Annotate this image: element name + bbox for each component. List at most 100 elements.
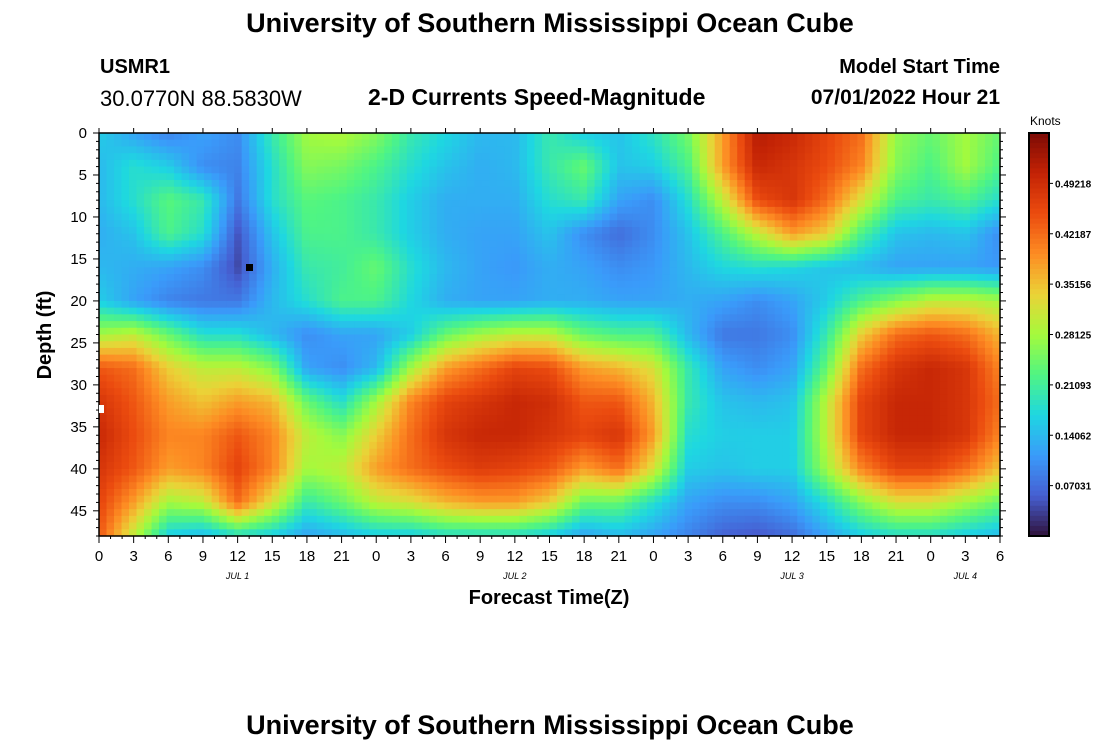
heatmap-cell: [114, 213, 123, 221]
heatmap-cell: [391, 287, 400, 295]
heatmap-cell: [204, 206, 213, 215]
heatmap-cell: [474, 153, 483, 161]
heatmap-cell: [707, 186, 716, 195]
heatmap-cell: [324, 294, 333, 302]
heatmap-cell: [369, 381, 378, 389]
heatmap-cell: [361, 374, 370, 383]
heatmap-cell: [144, 173, 153, 181]
heatmap-cell: [894, 146, 903, 154]
heatmap-cell: [602, 220, 611, 228]
heatmap-cell: [114, 186, 123, 195]
heatmap-cell: [249, 361, 258, 369]
heatmap-cell: [369, 260, 378, 268]
heatmap-cell: [849, 213, 858, 221]
heatmap-cell: [504, 280, 513, 289]
heatmap-cell: [421, 240, 430, 248]
heatmap-cell: [376, 280, 385, 289]
heatmap-cell: [256, 354, 265, 362]
heatmap-cell: [834, 314, 843, 322]
heatmap-cell: [174, 233, 183, 242]
heatmap-cell: [662, 139, 671, 148]
heatmap-cell: [767, 267, 776, 275]
heatmap-cell: [609, 227, 618, 235]
heatmap-cell: [797, 260, 806, 268]
heatmap-cell: [99, 180, 108, 188]
heatmap-cell: [376, 314, 385, 322]
heatmap-cell: [939, 200, 949, 208]
heatmap-cell: [459, 408, 468, 416]
heatmap-cell: [617, 220, 626, 228]
heatmap-cell: [174, 294, 183, 302]
heatmap-cell: [812, 280, 821, 289]
heatmap-cell: [211, 159, 220, 168]
heatmap-cell: [361, 294, 370, 302]
heatmap-cell: [909, 388, 919, 396]
heatmap-cell: [249, 206, 258, 215]
heatmap-cell: [602, 408, 611, 416]
heatmap-cell: [647, 233, 656, 242]
heatmap-cell: [872, 274, 881, 282]
heatmap-cell: [451, 166, 460, 174]
heatmap-cell: [151, 307, 160, 315]
heatmap-cell: [924, 166, 934, 174]
heatmap-cell: [744, 368, 753, 376]
heatmap-cell: [827, 220, 836, 228]
heatmap-cell: [136, 287, 145, 295]
heatmap-cell: [256, 327, 265, 336]
heatmap-cell: [962, 139, 971, 148]
heatmap-cell: [189, 354, 198, 362]
heatmap-cell: [151, 186, 160, 195]
heatmap-cell: [489, 294, 498, 302]
heatmap-cell: [632, 314, 641, 322]
heatmap-cell: [677, 327, 686, 336]
heatmap-cell: [564, 267, 573, 275]
heatmap-cell: [939, 227, 949, 235]
heatmap-cell: [564, 146, 573, 154]
heatmap-cell: [264, 173, 273, 181]
heatmap-cell: [939, 233, 949, 242]
heatmap-cell: [894, 193, 903, 201]
heatmap-cell: [849, 274, 858, 282]
heatmap-cell: [984, 146, 994, 154]
heatmap-cell: [144, 200, 153, 208]
heatmap-cell: [114, 240, 123, 248]
heatmap-cell: [849, 314, 858, 322]
heatmap-cell: [827, 146, 836, 154]
heatmap-cell: [399, 408, 408, 416]
heatmap-cell: [526, 321, 536, 329]
heatmap-cell: [969, 394, 979, 403]
heatmap-cell: [526, 180, 536, 188]
heatmap-cell: [632, 173, 641, 181]
heatmap-cell: [737, 327, 746, 336]
heatmap-cell: [331, 347, 340, 356]
heatmap-cell: [699, 153, 708, 161]
heatmap-cell: [774, 314, 783, 322]
heatmap-cell: [391, 374, 400, 383]
heatmap-cell: [459, 153, 468, 161]
heatmap-cell: [834, 200, 843, 208]
heatmap-cell: [226, 334, 235, 342]
heatmap-cell: [391, 280, 400, 289]
heatmap-cell: [474, 233, 483, 242]
heatmap-cell: [399, 166, 408, 174]
heatmap-cell: [474, 314, 483, 322]
heatmap-cell: [309, 327, 318, 336]
heatmap-cell: [714, 321, 723, 329]
heatmap-cell: [361, 267, 370, 275]
heatmap-cell: [301, 388, 310, 396]
heatmap-cell: [474, 173, 483, 181]
heatmap-cell: [864, 341, 873, 349]
heatmap-cell: [444, 300, 453, 309]
heatmap-cell: [834, 368, 843, 376]
heatmap-cell: [557, 267, 566, 275]
heatmap-cell: [924, 193, 934, 201]
heatmap-cell: [519, 294, 528, 302]
heatmap-cell: [789, 327, 798, 336]
heatmap-cell: [249, 408, 258, 416]
heatmap-cell: [286, 139, 295, 148]
heatmap-cell: [639, 146, 648, 154]
heatmap-cell: [519, 368, 528, 376]
heatmap-cell: [436, 294, 445, 302]
heatmap-cell: [256, 146, 265, 154]
heatmap-cell: [804, 253, 813, 262]
